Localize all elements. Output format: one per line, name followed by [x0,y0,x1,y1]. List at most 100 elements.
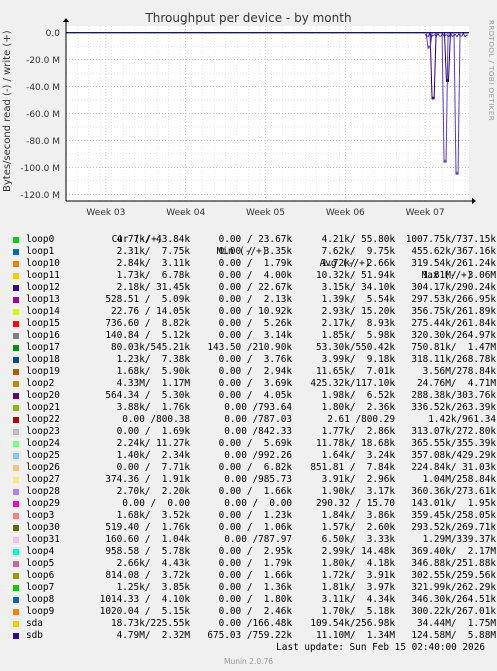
legend-avg: 1.84k/ 3.86k [321,510,395,521]
y-tick-label: -40.0 M [26,83,60,93]
chart-title: Throughput per device - by month [145,11,352,25]
legend-swatch [13,549,19,555]
x-tick-label: Week 05 [246,208,285,218]
legend-row-loop6: loop6 814.08 / 3.72k 0.00 / 1.66k 1.72k/ 3.… [12,570,496,582]
legend-cur: 1.73k/ 6.78k [116,270,190,281]
legend-swatch [13,309,19,315]
legend-max: 321.99k/262.29k [411,582,496,593]
legend-avg: 425.32k/117.10k [310,378,395,389]
legend-row-loop18: loop18 1.23k/ 7.38k 0.00 / 3.76k 3.99k/ 9.1… [12,354,496,366]
legend-avg: 1.70k/ 5.18k [321,606,395,617]
legend-min: 0.00 / 5.26k [218,318,292,329]
legend-name: loop29 [26,498,60,509]
legend-row-loop7: loop7 1.25k/ 3.85k 0.00 / 1.36k 1.81k/ 3.97… [12,582,496,594]
legend-max: 1.29M/339.37k [422,534,496,545]
legend-name: loop13 [26,294,60,305]
legend-row-loop3: loop3 1.68k/ 3.52k 0.00 / 1.23k 1.84k/ 3.86… [12,510,496,522]
legend-swatch [13,345,19,351]
legend-cur: 814.08 / 3.72k [105,570,190,581]
legend-min: 0.00 / 1.66k [218,570,292,581]
legend-cur: 1020.04 / 5.15k [99,606,190,617]
legend-max: 359.45k/258.05k [411,510,496,521]
legend-min: 0.00 / 2.94k [218,366,292,377]
legend-cur: 2.24k/ 11.27k [116,438,190,449]
legend-cur: 0.00 / 0.00 [122,498,190,509]
legend-swatch [13,465,19,471]
legend-avg: 7.62k/ 9.75k [321,246,395,257]
legend-cur: 4.77k/ 43.84k [116,234,190,245]
legend-swatch [13,597,19,603]
legend-name: loop23 [26,426,60,437]
legend-cur: 4.33M/ 1.17M [116,378,190,389]
legend-swatch [13,381,19,387]
legend: Cur (-/+) Min (-/+) Avg (-/+) Max (-/+) … [12,222,496,642]
legend-min: 0.00 / 3.76k [218,354,292,365]
legend-row-loop13: loop13 528.51 / 5.09k 0.00 / 2.13k 1.39k/ 5… [12,294,496,306]
legend-cur: 2.84k/ 3.11k [116,258,190,269]
legend-header-min: Min (-/+) [216,246,268,257]
spike-sdb [453,32,461,175]
x-tick-label: Week 03 [86,208,125,218]
legend-row-loop1: loop1 2.31k/ 7.75k 0.00 / 3.35k 7.62k/ 9.75… [12,246,496,258]
legend-cur: 18.73k/225.55k [110,618,190,629]
series-lines [66,31,469,175]
x-axis-arrow [472,198,476,204]
x-tick-labels: Week 03 Week 04 Week 05 Week 06 Week 07 [86,208,444,218]
legend-max: 320.30k/264.97k [411,330,496,341]
legend-max: 224.84k/ 31.03k [411,462,496,473]
legend-avg: 1.80k/ 2.36k [321,402,395,413]
legend-row-loop5: loop5 2.66k/ 4.43k 0.00 / 1.79k 1.80k/ 4.18… [12,558,496,570]
legend-cur: 3.88k/ 1.76k [116,402,190,413]
legend-row-sda: sda 18.73k/225.55k 0.00 /166.48k 109.54k/25… [12,618,496,630]
legend-row-loop4: loop4 958.58 / 5.78k 0.00 / 2.95k 2.99k/ 14… [12,546,496,558]
legend-min: 0.00 / 1.79k [218,558,292,569]
legend-min: 0.00 / 0.00 [224,498,292,509]
legend-max: 356.75k/261.89k [411,306,496,317]
legend-name: loop17 [26,342,60,353]
legend-max: 365.55k/355.39k [411,438,496,449]
legend-name: loop18 [26,354,60,365]
legend-avg: 3.91k/ 2.96k [321,474,395,485]
y-tick-label: -20.0 M [26,56,60,66]
legend-name: loop3 [26,510,55,521]
legend-avg: 11.78k/ 18.68k [315,438,395,449]
legend-swatch [13,357,19,363]
legend-max: 24.76M/ 4.71M [416,378,496,389]
legend-avg: 6.50k/ 3.33k [321,534,395,545]
legend-min: 0.00 / 1.23k [218,510,292,521]
legend-min: 143.50 /210.90k [207,342,292,353]
legend-min: 0.00 /842.33 [224,426,292,437]
munin-version: Munin 2.0.76 [223,657,274,666]
legend-cur: 2.66k/ 4.43k [116,558,190,569]
legend-avg: 1.77k/ 2.86k [321,426,395,437]
legend-swatch [13,477,19,483]
legend-swatch [13,633,19,639]
spike-sdb [425,32,433,50]
legend-cur: 528.51 / 5.09k [105,294,190,305]
legend-min: 675.03 /759.22k [207,630,292,641]
legend-swatch [13,369,19,375]
legend-min: 0.00 / 1.80k [218,594,292,605]
legend-row-loop11: loop11 1.73k/ 6.78k 0.00 / 4.00k 10.32k/ 51… [12,270,496,282]
legend-name: loop6 [26,570,55,581]
legend-row-loop15: loop15 736.60 / 8.82k 0.00 / 5.26k 2.17k/ 8… [12,318,496,330]
legend-min: 0.00 /992.26 [224,450,292,461]
legend-max: 369.40k/ 2.17M [411,546,496,557]
legend-cur: 1.68k/ 3.52k [116,510,190,521]
legend-cur: 0.00 /800.38 [122,414,190,425]
legend-row-loop22: loop22 0.00 /800.38 0.00 /787.03 2.61 /800.… [12,414,496,426]
legend-avg: 3.11k/ 4.34k [321,594,395,605]
legend-swatch [13,489,19,495]
x-tick-label: Week 06 [326,208,365,218]
last-update: Last update: Sun Feb 15 02:40:00 2026 [276,642,485,653]
legend-swatch [13,417,19,423]
legend-name: loop26 [26,462,60,473]
legend-max: 302.55k/259.56k [411,570,496,581]
y-tick-labels: 0.0 -20.0 M -40.0 M -60.0 M -80.0 M -100.0 M -… [20,29,60,201]
legend-name: loop24 [26,438,60,449]
legend-cur: 374.36 / 1.91k [105,474,190,485]
legend-avg: 53.30k/550.42k [315,342,395,353]
legend-row-loop8: loop8 1014.33 / 4.10k 0.00 / 1.80k 3.11k/ 4… [12,594,496,606]
legend-max: 300.22k/267.01k [411,606,496,617]
legend-name: loop8 [26,594,55,605]
